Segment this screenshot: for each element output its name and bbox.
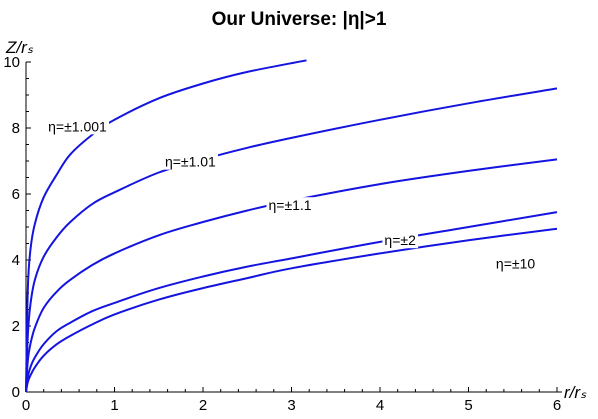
y-tick-label: 8 [12, 120, 20, 137]
series-line-4 [25, 211, 558, 393]
x-tick-label: 5 [464, 397, 472, 414]
curve-label-bg [266, 197, 314, 214]
curve-label-1: η=±1.001 [46, 118, 110, 135]
y-tick-label: 2 [12, 318, 20, 335]
curve-label-2: η=±1.01 [162, 153, 219, 170]
curve-label-4: η=±2 [382, 232, 419, 249]
curve-label-5: η=±10 [493, 255, 538, 272]
curve-label-text: η=±10 [496, 255, 535, 271]
curve-label-text: η=±1.001 [48, 118, 107, 134]
curve-label-3: η=±1.1 [266, 197, 314, 214]
curve-label-bg [382, 232, 419, 249]
y-tick-label: 4 [12, 252, 20, 269]
x-axis-label: r/rₛ [564, 383, 587, 402]
series-line-5 [25, 227, 558, 393]
x-tick-label: 2 [199, 397, 207, 414]
curve-label-bg [46, 118, 110, 135]
y-tick-label: 0 [12, 384, 20, 401]
series-line-1 [25, 59, 307, 393]
curve-label-text: η=±1.1 [268, 197, 311, 213]
x-tick-label: 1 [110, 397, 118, 414]
x-tick-label: 0 [22, 397, 30, 414]
x-tick-label: 4 [376, 397, 384, 414]
curves [25, 59, 558, 393]
series-line-3 [25, 158, 558, 393]
ticks: 0 1 2 3 4 5 6 0 2 4 6 8 10 [3, 54, 561, 414]
curve-labels: η=±1.001 η=±1.01 η=±1.1 η=±2 η=±10 [46, 118, 538, 272]
curve-label-text: η=±2 [384, 232, 416, 248]
y-axis-label: Z/rₛ [5, 38, 34, 57]
curve-label-text: η=±1.01 [165, 154, 216, 170]
series-line-2 [25, 87, 558, 393]
x-tick-label: 3 [287, 397, 295, 414]
chart-title: Our Universe: |η|>1 [212, 9, 387, 30]
y-tick-label: 10 [3, 54, 20, 71]
curve-label-bg [162, 153, 219, 170]
y-tick-label: 6 [12, 186, 20, 203]
x-tick-label: 6 [553, 397, 561, 414]
curve-label-bg [493, 255, 538, 272]
